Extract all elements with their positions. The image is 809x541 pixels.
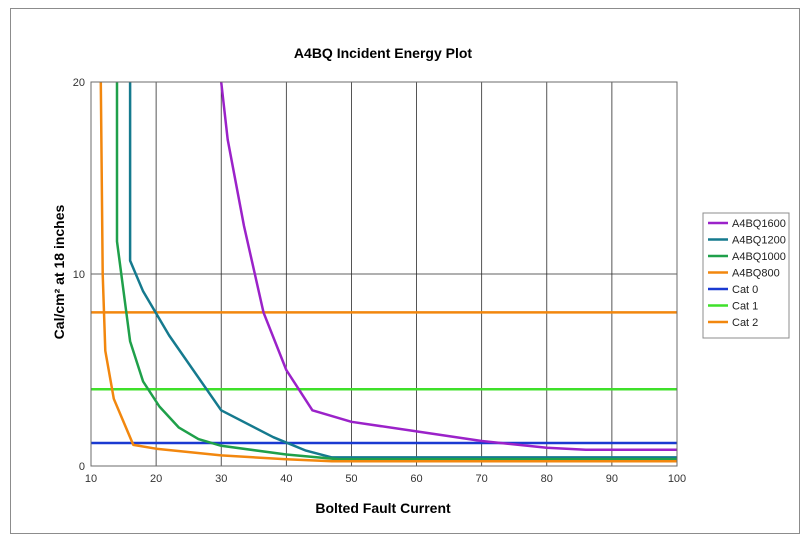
series-line-a4bq1000 bbox=[115, 82, 677, 461]
y-tick-label: 20 bbox=[73, 77, 85, 89]
x-tick-label: 70 bbox=[476, 473, 488, 485]
legend-label: A4BQ800 bbox=[732, 268, 780, 280]
series-line-a4bq1200 bbox=[128, 82, 677, 459]
y-tick-label: 0 bbox=[79, 461, 85, 473]
x-tick-label: 30 bbox=[215, 473, 227, 485]
legend: A4BQ1600 A4BQ1200 A4BQ1000 A4BQ800 Cat 0 Cat … bbox=[702, 212, 790, 339]
series-line-a4bq1600 bbox=[219, 81, 677, 451]
y-axis-label: Cal/cm² at 18 inches bbox=[51, 204, 67, 339]
legend-box bbox=[702, 212, 790, 339]
x-tick-label: 100 bbox=[668, 473, 686, 485]
x-tick-label: 90 bbox=[606, 473, 618, 485]
grid bbox=[91, 81, 678, 466]
x-tick-label: 50 bbox=[345, 473, 357, 485]
x-tick-label: 40 bbox=[280, 473, 292, 485]
plot-area-border bbox=[90, 81, 678, 467]
chart-title: A4BQ Incident Energy Plot bbox=[294, 45, 472, 61]
x-tick-label: 10 bbox=[85, 473, 97, 485]
legend-label: Cat 1 bbox=[732, 301, 758, 313]
x-tick-label: 20 bbox=[150, 473, 162, 485]
series-line-a4bq800 bbox=[99, 81, 677, 463]
legend-label: Cat 0 bbox=[732, 284, 758, 296]
x-axis-label: Bolted Fault Current bbox=[315, 500, 451, 516]
legend-label: A4BQ1600 bbox=[732, 218, 786, 230]
legend-label: A4BQ1000 bbox=[732, 251, 786, 263]
y-tick-label: 10 bbox=[73, 269, 85, 281]
legend-label: Cat 2 bbox=[732, 317, 758, 329]
series-lines bbox=[91, 81, 677, 463]
x-tick-label: 80 bbox=[541, 473, 553, 485]
x-tick-label: 60 bbox=[410, 473, 422, 485]
legend-label: A4BQ1200 bbox=[732, 235, 786, 247]
